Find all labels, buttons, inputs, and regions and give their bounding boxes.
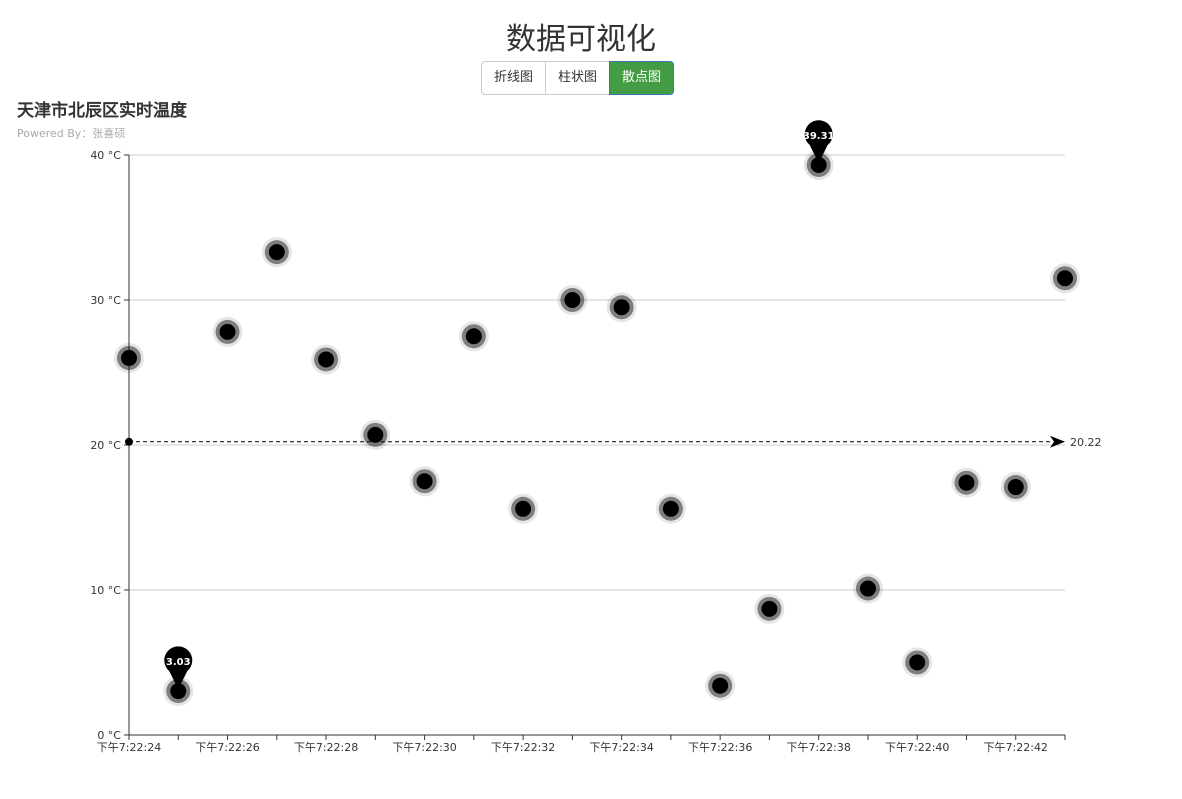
y-tick-label: 40 °C — [90, 149, 121, 162]
scatter-point[interactable] — [1057, 270, 1073, 287]
mark-point-pin — [164, 646, 193, 690]
x-tick-label: 下午7:22:38 — [786, 741, 850, 754]
scatter-point[interactable] — [465, 328, 482, 345]
y-tick-label: 0 °C — [97, 729, 121, 742]
mark-line-start-dot — [125, 437, 133, 446]
y-tick-label: 30 °C — [90, 294, 121, 307]
scatter-point[interactable] — [170, 683, 187, 700]
scatter-point[interactable] — [613, 299, 630, 316]
y-tick-label: 10 °C — [90, 584, 121, 597]
page-title: 数据可视化 — [506, 22, 656, 57]
x-tick-label: 下午7:22:26 — [195, 741, 259, 754]
scatter-point[interactable] — [367, 426, 384, 443]
scatter-point[interactable] — [564, 292, 581, 308]
y-tick-label: 20 °C — [90, 439, 121, 452]
mark-line-arrow — [1050, 435, 1065, 448]
scatter-point[interactable] — [121, 350, 137, 366]
scatter-point[interactable] — [712, 677, 729, 694]
mark-point-label: 39.31 — [803, 131, 835, 142]
scatter-point[interactable] — [761, 600, 778, 617]
x-tick-label: 下午7:22:42 — [984, 741, 1048, 754]
scatter-point[interactable] — [318, 351, 335, 368]
scatter-point[interactable] — [219, 323, 236, 340]
chart-title: 天津市北辰区实时温度 — [17, 101, 187, 121]
x-tick-label: 下午7:22:40 — [885, 741, 949, 754]
chart-subtitle: Powered By：张喜硕 — [17, 127, 126, 140]
scatter-point[interactable] — [515, 500, 532, 517]
x-tick-label: 下午7:22:36 — [688, 741, 752, 754]
mark-line-label: 20.22 — [1070, 436, 1102, 449]
mark-point-pin — [804, 120, 833, 164]
chart-type-tabs: 折线图 柱状图 散点图 — [481, 61, 675, 95]
scatter-point[interactable] — [268, 244, 285, 261]
x-tick-label: 下午7:22:28 — [294, 741, 358, 754]
x-tick-label: 下午7:22:34 — [589, 741, 653, 754]
scatter-point[interactable] — [810, 157, 827, 174]
mark-point-label: 3.03 — [166, 657, 191, 668]
scatter-point[interactable] — [859, 580, 876, 597]
scatter-point[interactable] — [958, 474, 975, 491]
scatter-point[interactable] — [909, 654, 926, 671]
scatter-point[interactable] — [662, 500, 679, 517]
tab-scatter-chart[interactable]: 散点图 — [609, 61, 675, 95]
x-tick-label: 下午7:22:32 — [491, 741, 555, 754]
tab-line-chart[interactable]: 折线图 — [481, 61, 547, 95]
scatter-point[interactable] — [1007, 479, 1024, 496]
x-tick-label: 下午7:22:24 — [97, 741, 161, 754]
scatter-point[interactable] — [416, 473, 433, 490]
x-tick-label: 下午7:22:30 — [392, 741, 456, 754]
